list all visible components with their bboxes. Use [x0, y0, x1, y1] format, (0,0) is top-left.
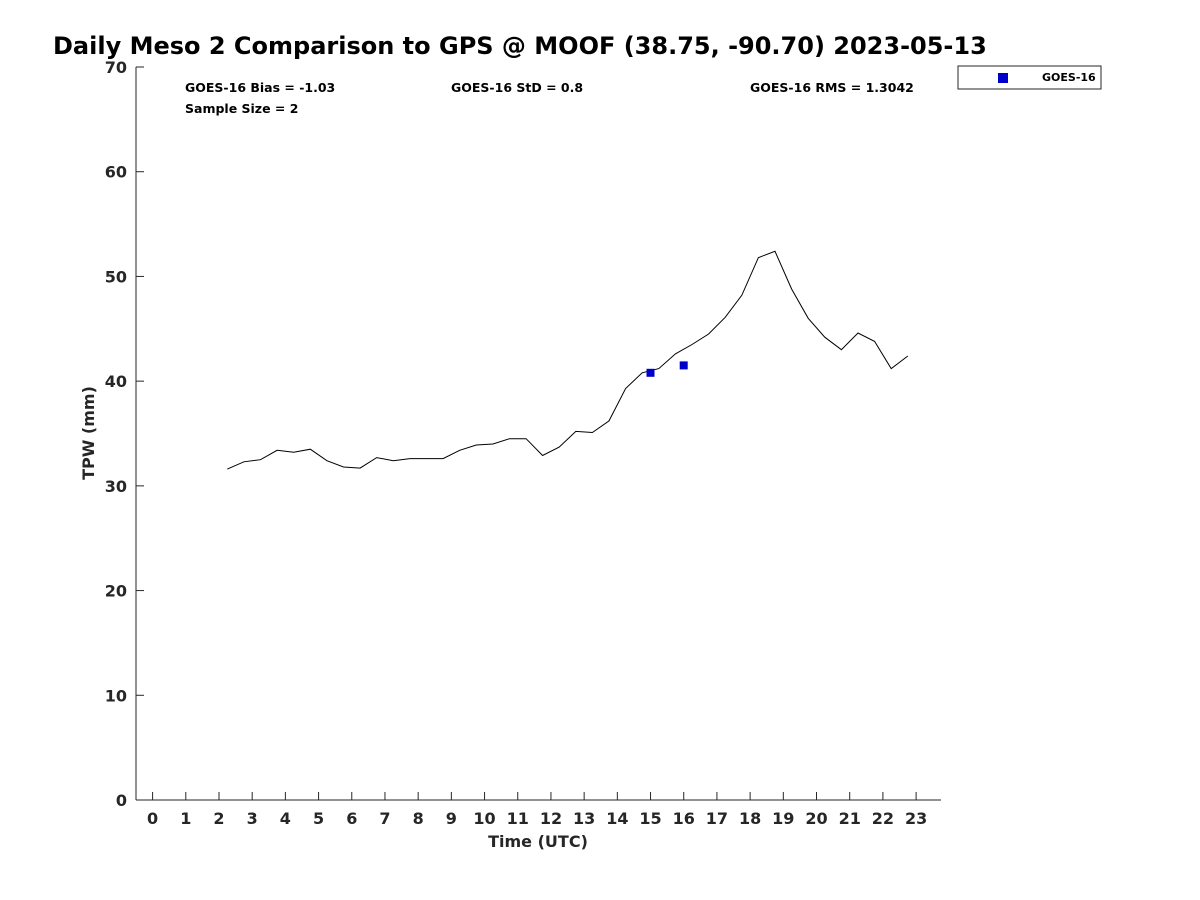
x-tick-label: 10 [473, 809, 495, 828]
x-tick-label: 7 [379, 809, 390, 828]
x-tick-label: 19 [772, 809, 794, 828]
x-tick-label: 15 [639, 809, 661, 828]
goes16-point [646, 368, 655, 377]
x-tick-label: 4 [280, 809, 291, 828]
x-tick-label: 8 [413, 809, 424, 828]
legend-marker-goes16 [998, 73, 1008, 83]
series-layer [227, 250, 909, 470]
x-tick-label: 13 [573, 809, 595, 828]
x-tick-label: 1 [180, 809, 191, 828]
x-tick-label: 23 [905, 809, 927, 828]
gps-tpw-line [227, 250, 909, 470]
stat-std: GOES-16 StD = 0.8 [451, 80, 583, 95]
x-tick-label: 3 [247, 809, 258, 828]
x-tick-label: 14 [606, 809, 628, 828]
y-tick-label: 50 [105, 267, 127, 286]
y-tick-label: 30 [105, 477, 127, 496]
y-tick-label: 40 [105, 372, 127, 391]
x-tick-label: 2 [213, 809, 224, 828]
y-tick-label: 10 [105, 686, 127, 705]
axes [135, 67, 941, 801]
x-tick-label: 22 [872, 809, 894, 828]
x-axis-label: Time (UTC) [488, 832, 588, 851]
stat-bias: GOES-16 Bias = -1.03 [185, 80, 335, 95]
x-tick-label: 16 [673, 809, 695, 828]
legend: GOES-16 [957, 65, 1102, 90]
y-tick-label: 60 [105, 163, 127, 182]
x-tick-label: 11 [507, 809, 529, 828]
chart-title: Daily Meso 2 Comparison to GPS @ MOOF (3… [53, 32, 987, 60]
x-tick-label: 21 [839, 809, 861, 828]
legend-box [957, 65, 1102, 90]
x-tick-label: 17 [706, 809, 728, 828]
x-tick-label: 18 [739, 809, 761, 828]
y-tick-label: 20 [105, 582, 127, 601]
x-tick-label: 9 [446, 809, 457, 828]
x-tick-label: 12 [540, 809, 562, 828]
x-tick-label: 6 [346, 809, 357, 828]
x-tick-label: 5 [313, 809, 324, 828]
y-tick-label: 70 [105, 58, 127, 77]
stat-rms: GOES-16 RMS = 1.3042 [750, 80, 914, 95]
goes16-point [679, 361, 688, 370]
y-axis-label: TPW (mm) [79, 386, 98, 480]
x-tick-label: 20 [805, 809, 827, 828]
x-tick-label: 0 [147, 809, 158, 828]
y-ticks: 0 10 20 30 40 50 60 70 [105, 58, 144, 810]
y-tick-label: 0 [116, 791, 127, 810]
stat-sample-size: Sample Size = 2 [185, 101, 298, 116]
legend-label-goes16: GOES-16 [1042, 71, 1096, 84]
x-ticks: 0 1 2 3 4 5 6 7 8 9 10 11 12 13 14 15 16 17 18 19 20 21 22 23 [147, 792, 927, 828]
